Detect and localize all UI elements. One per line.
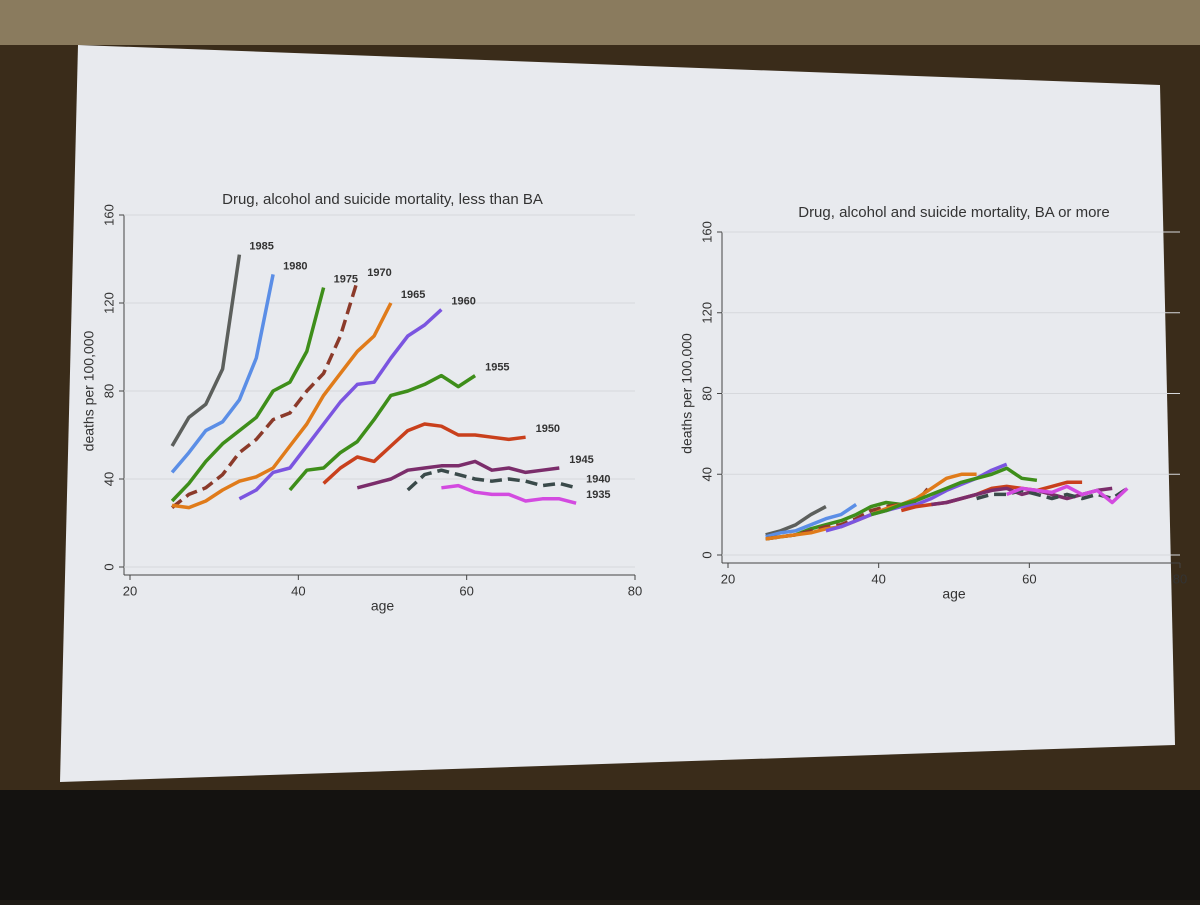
series-line xyxy=(406,468,577,492)
series-line xyxy=(171,280,359,509)
series-line xyxy=(170,287,326,503)
series-label: 1960 xyxy=(451,296,475,308)
chart-title: Drug, alcohol and suicide mortality, les… xyxy=(222,191,543,208)
series-label: 1975 xyxy=(334,274,358,286)
floor xyxy=(0,790,1200,900)
x-tick-label: 80 xyxy=(1173,571,1187,586)
series-label: 1985 xyxy=(249,241,273,253)
y-axis-label: deaths per 100,000 xyxy=(679,333,695,454)
series-line xyxy=(288,373,477,492)
y-axis-label: deaths per 100,000 xyxy=(81,330,97,451)
series-label: 1970 xyxy=(367,267,391,279)
series-line xyxy=(765,505,827,537)
series-label: 1945 xyxy=(569,454,593,466)
x-tick-label: 60 xyxy=(1022,571,1036,586)
x-tick-label: 20 xyxy=(123,583,137,598)
series-line xyxy=(441,483,577,505)
x-axis-label: age xyxy=(942,586,966,602)
series-label: 1940 xyxy=(586,474,610,486)
y-tick-label: 40 xyxy=(699,467,714,481)
series-line xyxy=(238,308,443,501)
y-tick-label: 0 xyxy=(699,551,714,558)
y-tick-label: 0 xyxy=(101,563,116,570)
y-tick-label: 120 xyxy=(101,292,116,314)
y-tick-label: 80 xyxy=(699,386,714,400)
series-line xyxy=(171,302,393,510)
x-axis-label: age xyxy=(371,598,395,614)
y-tick-label: 80 xyxy=(101,384,116,398)
y-tick-label: 160 xyxy=(101,204,116,226)
x-tick-label: 80 xyxy=(628,583,642,598)
slide xyxy=(60,45,1175,782)
series-line xyxy=(870,466,1038,517)
y-tick-label: 160 xyxy=(699,221,714,243)
x-tick-label: 20 xyxy=(721,571,735,586)
series-label: 1965 xyxy=(401,289,425,301)
series-label: 1950 xyxy=(536,423,560,435)
series-label: 1935 xyxy=(586,489,610,501)
series-line xyxy=(322,422,526,485)
series-line xyxy=(765,503,858,539)
x-tick-label: 40 xyxy=(291,583,305,598)
series-line xyxy=(1006,484,1129,505)
ceiling xyxy=(0,0,1200,45)
x-tick-label: 60 xyxy=(459,583,473,598)
y-tick-label: 40 xyxy=(101,472,116,486)
plots: Drug, alcohol and suicide mortality, les… xyxy=(81,191,1188,614)
series-line xyxy=(170,254,242,447)
y-tick-label: 120 xyxy=(699,302,714,324)
series-label: 1980 xyxy=(283,260,307,272)
series-line xyxy=(356,459,560,490)
series-line xyxy=(170,274,275,474)
chart-title: Drug, alcohol and suicide mortality, BA … xyxy=(798,204,1110,221)
x-tick-label: 40 xyxy=(871,571,885,586)
series-label: 1955 xyxy=(485,362,509,374)
